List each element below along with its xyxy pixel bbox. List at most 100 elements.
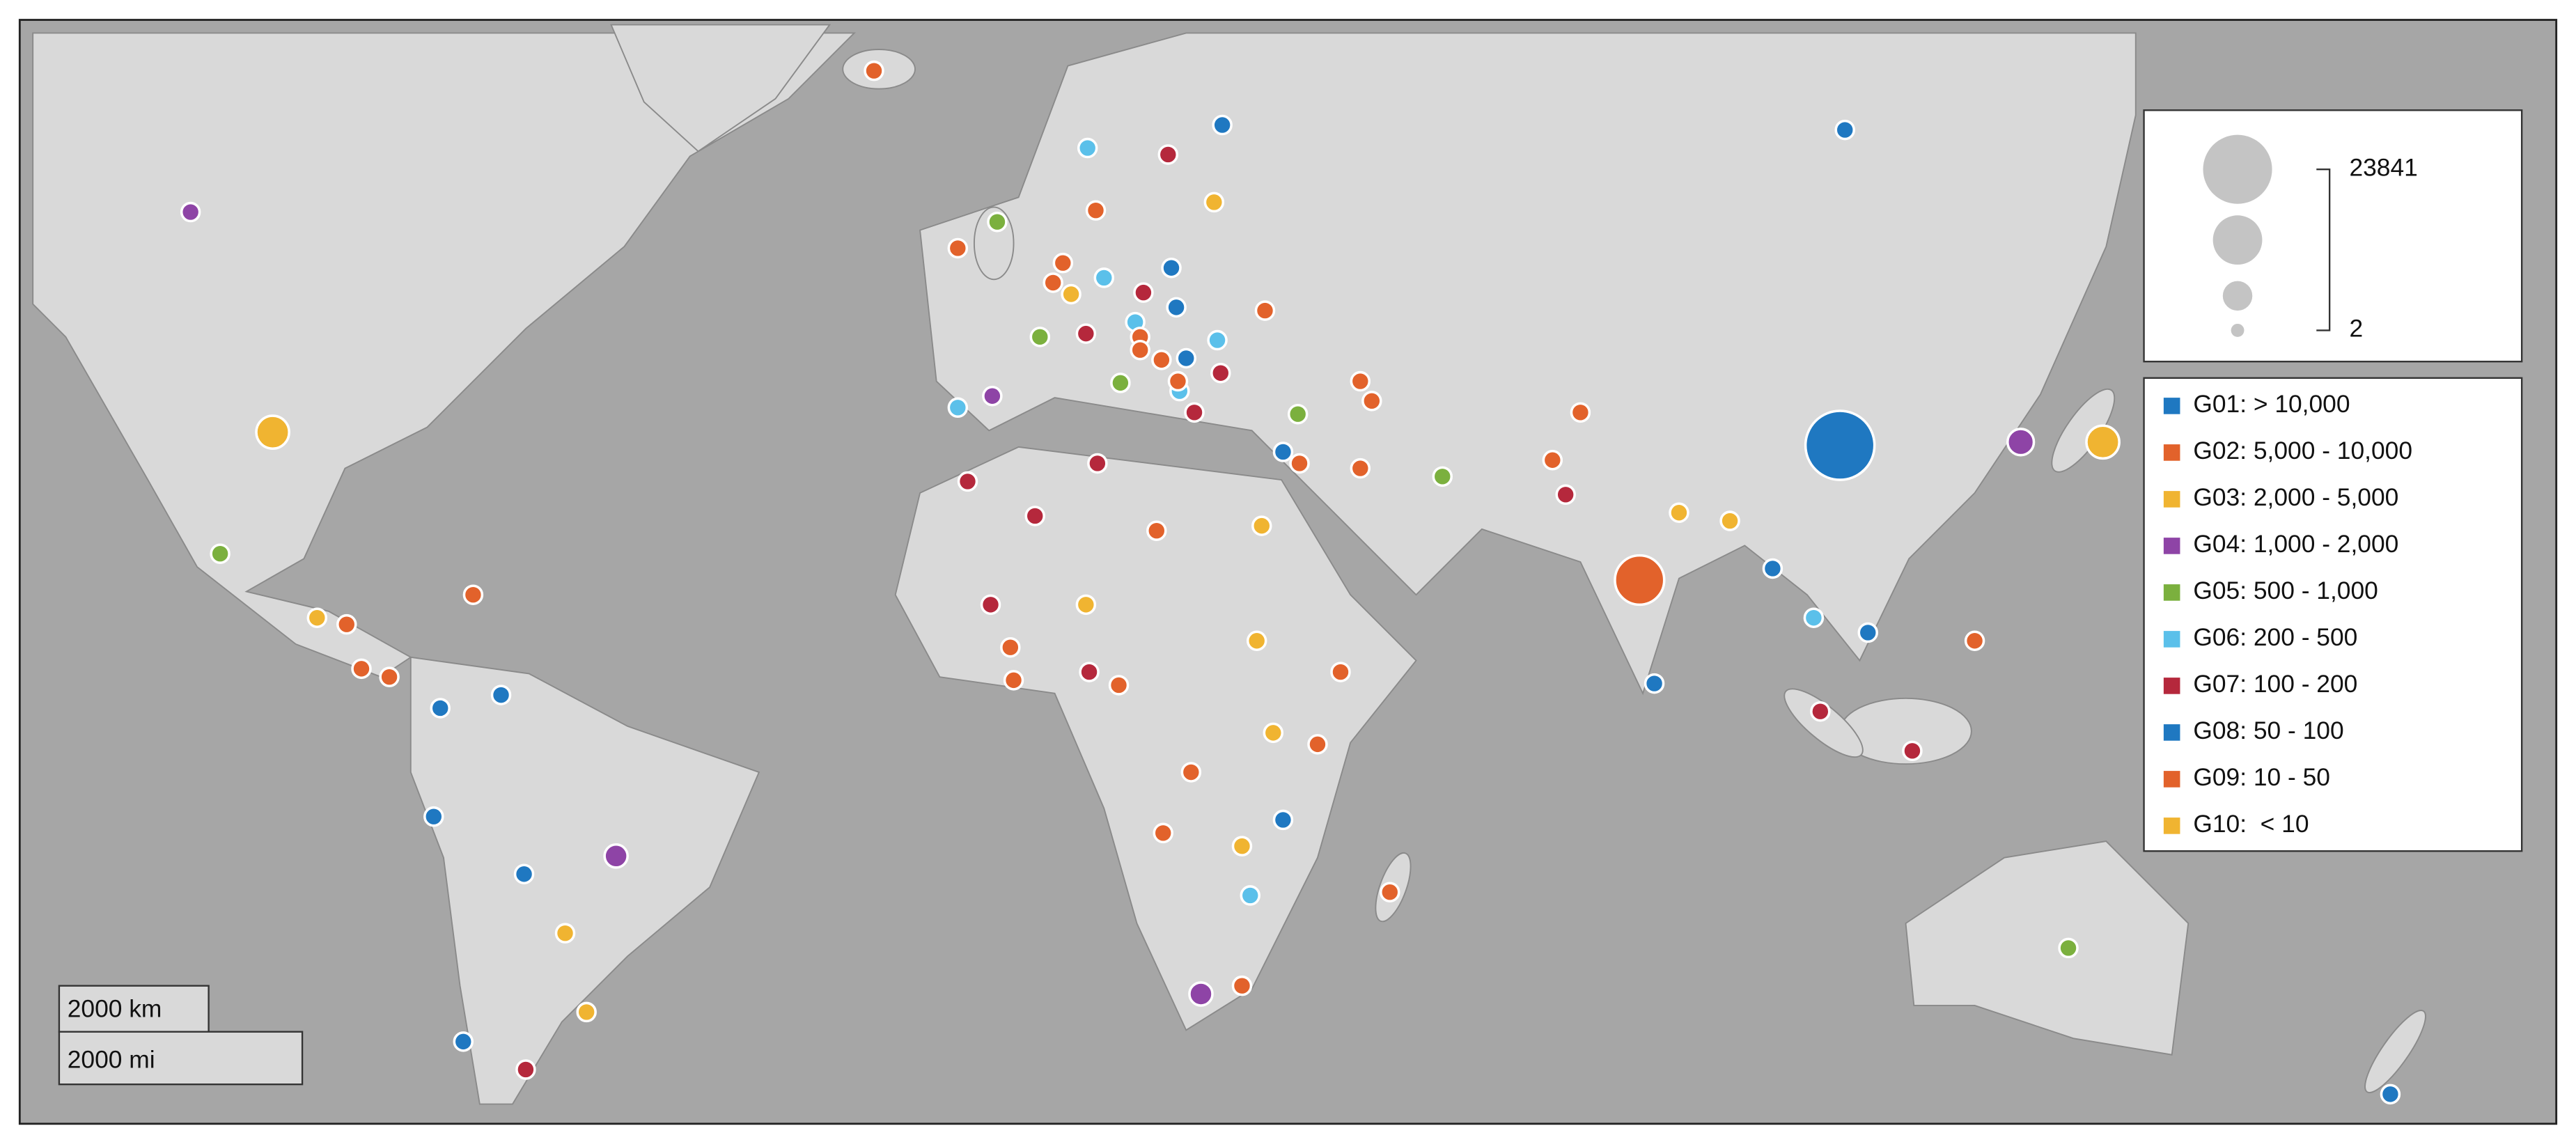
marker [980, 594, 1001, 616]
marker [1231, 975, 1253, 996]
marker [1146, 520, 1167, 541]
legend-swatch [2163, 631, 2180, 648]
marker [1719, 510, 1740, 531]
marker [1263, 722, 1284, 744]
marker [1151, 350, 1172, 370]
marker [430, 698, 451, 719]
marker [515, 1059, 536, 1080]
legend-label: G03: 2,000 - 5,000 [2193, 484, 2398, 511]
marker [1184, 402, 1205, 423]
marker [1350, 370, 1371, 392]
marker [1077, 137, 1098, 159]
marker [1000, 636, 1021, 658]
marker [1380, 882, 1400, 902]
legend-label: G07: 100 - 200 [2193, 671, 2357, 698]
size-bracket [2316, 169, 2331, 331]
legend-swatch [2163, 398, 2180, 414]
marker [1052, 252, 1074, 274]
marker [1157, 144, 1179, 165]
size-circle [2231, 323, 2245, 337]
marker [1272, 809, 1294, 831]
marker [490, 685, 512, 705]
marker [1810, 701, 1831, 722]
marker [576, 1001, 597, 1023]
marker [1085, 200, 1107, 221]
color-legend: G01: > 10,000 G02: 5,000 - 10,000 G03: 2,0… [2143, 377, 2523, 852]
scale-mi: 2000 mi [68, 1047, 155, 1074]
markers [180, 60, 2401, 1105]
marker [462, 584, 484, 605]
marker [423, 806, 444, 827]
marker [982, 386, 1003, 407]
marker [1210, 362, 1231, 384]
marker [1029, 327, 1051, 347]
marker [603, 843, 629, 869]
legend-label: G04: 1,000 - 2,000 [2193, 531, 2398, 558]
size-min-label: 2 [2349, 315, 2363, 343]
marker [1964, 630, 1985, 652]
legend-label: G10: < 10 [2193, 811, 2309, 838]
marker [1350, 457, 1371, 479]
legend-label: G02: 5,000 - 10,000 [2193, 437, 2412, 464]
size-legend-box [2143, 109, 2523, 363]
marker [379, 666, 400, 687]
marker [1570, 402, 1591, 423]
marker [1024, 506, 1045, 526]
scale-bar: 2000 km 2000 mi [58, 985, 304, 1086]
marker [336, 613, 357, 635]
scale-mi-box [58, 1031, 304, 1086]
marker [1857, 622, 1878, 643]
legend-label: G06: 200 - 500 [2193, 624, 2357, 651]
marker [957, 471, 978, 492]
marker [1542, 450, 1563, 471]
legend-label: G01: > 10,000 [2193, 391, 2350, 418]
legend-label: G09: 10 - 50 [2193, 764, 2330, 791]
marker [1203, 191, 1225, 213]
marker [1166, 297, 1187, 318]
marker [453, 1031, 474, 1052]
marker [1361, 391, 1382, 412]
marker [1240, 885, 1260, 906]
marker [1804, 409, 1876, 481]
marker [1043, 272, 1063, 293]
marker [2085, 424, 2121, 460]
marker [1188, 981, 1214, 1007]
marker [1075, 594, 1097, 616]
marker [1212, 114, 1233, 136]
marker [1176, 347, 1196, 369]
marker [1555, 484, 1576, 506]
marker [1330, 662, 1351, 682]
marker [1130, 339, 1150, 361]
marker [864, 60, 884, 81]
marker [1614, 554, 1666, 607]
marker [987, 211, 1008, 233]
marker [513, 863, 535, 884]
legend-swatch [2163, 491, 2180, 508]
marker [947, 237, 969, 259]
marker [2380, 1084, 2401, 1105]
marker [1432, 466, 1453, 487]
size-circle [2222, 281, 2253, 311]
marker [1167, 370, 1189, 392]
marker [255, 414, 290, 451]
marker [1231, 836, 1253, 856]
marker [180, 201, 201, 223]
marker [1161, 258, 1182, 279]
marker [1207, 329, 1228, 351]
marker [554, 923, 576, 944]
legend-swatch [2163, 584, 2180, 601]
size-legend: 23841 2 [2143, 109, 2523, 363]
marker [1110, 373, 1131, 393]
marker [1289, 453, 1310, 474]
marker [1307, 734, 1328, 755]
size-circle [2212, 215, 2263, 265]
marker [1669, 502, 1689, 523]
marker [1153, 822, 1173, 844]
marker [1254, 300, 1276, 321]
marker [1834, 119, 1855, 141]
marker [1075, 323, 1097, 344]
legend-swatch [2163, 444, 2180, 461]
scale-km: 2000 km [68, 995, 162, 1022]
marker [1644, 673, 1665, 694]
marker [351, 658, 372, 680]
